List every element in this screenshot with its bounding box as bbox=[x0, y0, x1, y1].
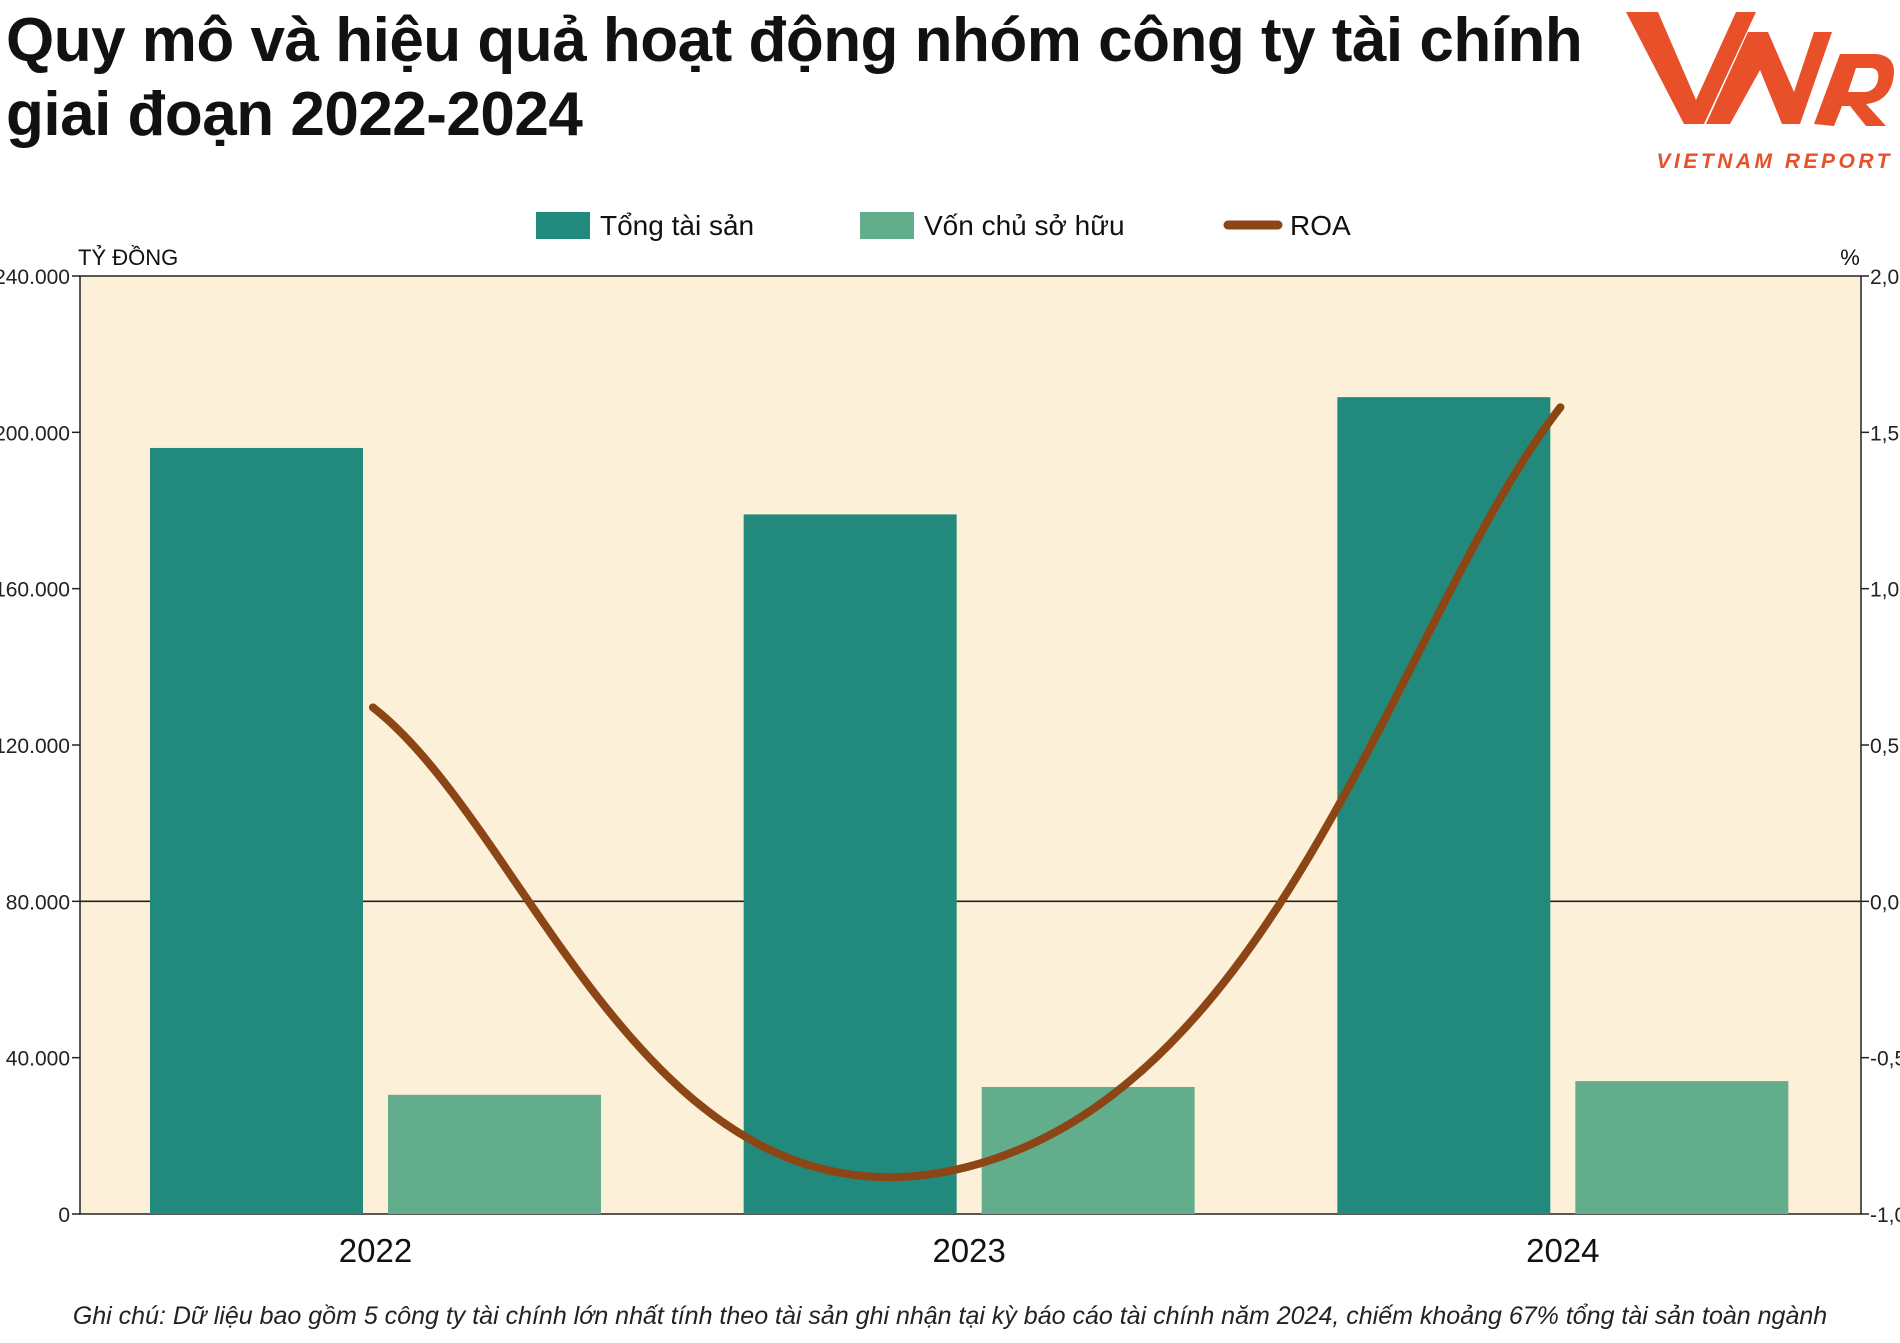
legend: Tổng tài sản Vốn chủ sở hữu ROA bbox=[536, 210, 1351, 241]
roa-series bbox=[369, 403, 1565, 1182]
y-left-axis-label: TỶ ĐỒNG bbox=[78, 245, 178, 270]
y-left-tick-label: 40.000 bbox=[6, 1048, 70, 1071]
x-tick-label-2024: 2024 bbox=[1526, 1232, 1599, 1269]
bar-equity-2022 bbox=[388, 1094, 601, 1214]
y-right-ticks: -1,0 -0,5 0,0 0,5 1,0 1,5 2,0 bbox=[1861, 266, 1900, 1227]
chart: Tổng tài sản Vốn chủ sở hữu ROA TỶ ĐỒNG … bbox=[0, 210, 1900, 1269]
logo-tagline: VIETNAM REPORT bbox=[1657, 150, 1893, 173]
roa-point-2024 bbox=[1556, 403, 1565, 412]
vietnam-report-logo: VIETNAM REPORT bbox=[1626, 12, 1894, 173]
logo-n-mark bbox=[1706, 32, 1832, 124]
footnote: Ghi chú: Dữ liệu bao gồm 5 công ty tài c… bbox=[72, 1302, 1828, 1330]
y-right-tick-label: -1,0 bbox=[1870, 1204, 1900, 1227]
bar-total-assets-2022 bbox=[150, 447, 363, 1214]
bar-total-assets-2024 bbox=[1337, 397, 1551, 1214]
y-left-tick-label: 240.000 bbox=[0, 266, 70, 289]
legend-label-roa: ROA bbox=[1290, 210, 1351, 241]
y-left-tick-label: 160.000 bbox=[0, 579, 70, 602]
roa-point-2022 bbox=[369, 703, 377, 712]
x-tick-label-2022: 2022 bbox=[339, 1232, 412, 1269]
y-left-ticks: 0 40.000 80.000 120.000 160.000 200.000 240.00… bbox=[0, 266, 80, 1227]
y-right-tick-label: -0,5 bbox=[1870, 1048, 1900, 1071]
y-left-tick-label: 80.000 bbox=[6, 891, 70, 914]
y-right-tick-label: 1,0 bbox=[1870, 579, 1899, 602]
bar-total-assets-2023 bbox=[743, 514, 957, 1214]
y-right-axis-label: % bbox=[1840, 245, 1860, 270]
legend-swatch-equity bbox=[860, 212, 914, 239]
legend-swatch-total-assets bbox=[536, 212, 590, 239]
logo-v-mark bbox=[1626, 12, 1756, 124]
chart-title: Quy mô và hiệu quả hoạt động nhóm công t… bbox=[6, 6, 1583, 149]
roa-point-2023 bbox=[962, 1163, 971, 1172]
y-left-tick-label: 200.000 bbox=[0, 422, 70, 445]
y-left-tick-label: 120.000 bbox=[0, 735, 70, 758]
legend-label-total-assets: Tổng tài sản bbox=[600, 210, 754, 241]
y-left-tick-label: 0 bbox=[58, 1204, 70, 1227]
logo-r-mark bbox=[1814, 54, 1894, 126]
y-right-tick-label: 0,0 bbox=[1870, 891, 1899, 914]
y-right-tick-label: 2,0 bbox=[1870, 266, 1899, 289]
y-right-tick-label: 0,5 bbox=[1870, 735, 1899, 758]
x-tick-label-2023: 2023 bbox=[932, 1232, 1005, 1269]
bars bbox=[150, 397, 1789, 1214]
y-right-tick-label: 1,5 bbox=[1870, 422, 1899, 445]
legend-label-equity: Vốn chủ sở hữu bbox=[924, 210, 1125, 241]
x-axis-labels: 2022 2023 2024 bbox=[339, 1232, 1600, 1269]
bar-equity-2024 bbox=[1575, 1081, 1789, 1214]
